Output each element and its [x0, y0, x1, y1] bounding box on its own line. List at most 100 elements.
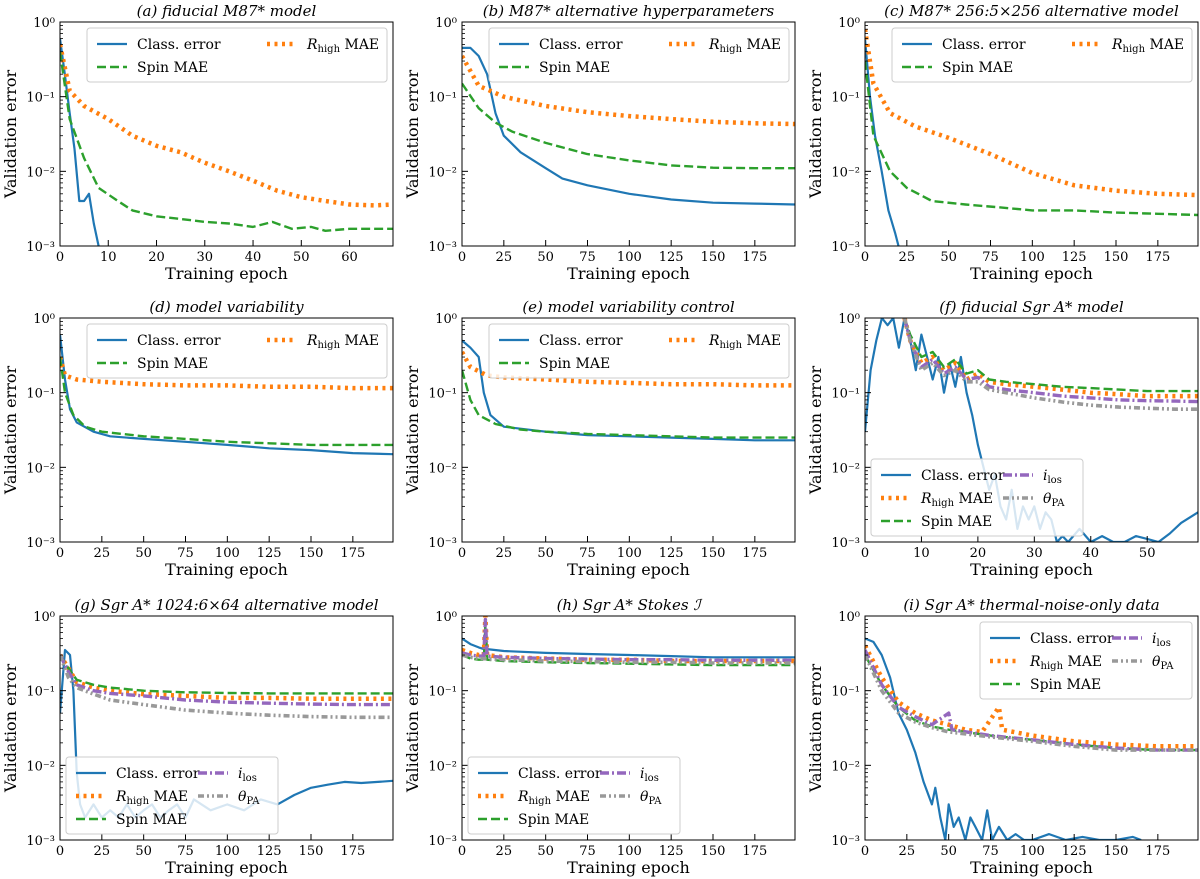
legend: Class. error ilos Rhigh MAE θPA Spin MAE [467, 756, 681, 835]
legend-label-spin: Spin MAE [539, 60, 610, 76]
y-tick-label: 10⁻¹ [26, 91, 55, 106]
x-tick-label: 50 [537, 250, 554, 265]
axes-frame [59, 615, 394, 841]
x-tick-label: 25 [496, 546, 513, 561]
subplot-title: (f) fiducial Sgr A* model [939, 298, 1124, 316]
x-tick-label: 125 [659, 844, 684, 859]
y-axis-label: Validation error [403, 664, 422, 794]
legend: Class. error Rhigh MAE Spin MAE [488, 323, 790, 379]
legend-label-ilos: ilos [640, 766, 659, 784]
series-line-class [865, 637, 1142, 840]
legend-label-spin: Spin MAE [116, 812, 187, 828]
subplot-b: 10⁻³ 10⁻² 10⁻¹ 10⁰ 0 25 50 75 100 125 150 175 Traini… [403, 2, 796, 283]
legend-label-pa: θPA [640, 789, 662, 807]
legend-label-rhigh: Rhigh MAE [1029, 654, 1102, 672]
series-line-spin [60, 654, 393, 695]
y-tick-label: 10⁰ [838, 312, 860, 327]
series-line-rhigh [462, 54, 795, 127]
series-line-rhigh [902, 318, 1198, 399]
x-tick-label: 175 [742, 250, 767, 265]
x-tick-label: 0 [458, 844, 466, 859]
x-axis-label: Training epoch [165, 560, 288, 579]
x-tick-label: 25 [94, 546, 111, 561]
x-tick-label: 50 [940, 250, 957, 265]
series-line-pa [60, 654, 393, 720]
y-tick-label: 10⁻² [831, 461, 860, 476]
y-axis-label: Validation error [1, 664, 20, 794]
x-tick-label: 125 [659, 250, 684, 265]
series-line-spin [462, 369, 795, 439]
series-line-spin [60, 356, 393, 447]
legend-label-spin: Spin MAE [1030, 677, 1101, 693]
x-tick-label: 25 [94, 844, 111, 859]
y-tick-label: 10⁻² [831, 165, 860, 180]
legend-label-spin: Spin MAE [942, 60, 1013, 76]
x-tick-label: 100 [617, 844, 642, 859]
x-tick-label: 175 [1145, 844, 1170, 859]
subplot-a: 10⁻³ 10⁻² 10⁻¹ 10⁰ 0 10 20 30 40 50 60 Training epo… [1, 2, 394, 283]
legend: Class. error Rhigh MAE Spin MAE [86, 323, 388, 379]
x-axis-label: Training epoch [970, 264, 1093, 283]
x-axis-label: Training epoch [970, 560, 1093, 579]
axes-frame [59, 21, 394, 247]
y-tick-label: 10⁻¹ [428, 685, 457, 700]
x-tick-label: 0 [861, 844, 869, 859]
legend-label-rhigh: Rhigh MAE [115, 789, 188, 807]
subplot-f: 10⁻³ 10⁻² 10⁻¹ 10⁰ 0 10 20 30 40 50 Training epoch… [806, 298, 1199, 579]
legend: Class. error ilos Rhigh MAE θPA Spin MAE [870, 458, 1084, 537]
series-line-pa [462, 653, 795, 665]
legend-label-rhigh: Rhigh MAE [1111, 37, 1184, 55]
x-tick-label: 75 [982, 844, 999, 859]
subplot-title: (c) M87* 256:5×256 alternative model [884, 2, 1179, 20]
subplot-title: (i) Sgr A* thermal-noise-only data [903, 596, 1159, 614]
series-line-ilos [462, 617, 795, 662]
x-tick-label: 150 [1104, 250, 1129, 265]
y-tick-label: 10⁻¹ [26, 387, 55, 402]
series-line-spin [903, 318, 1198, 393]
legend-label-spin: Spin MAE [137, 60, 208, 76]
legend-box [891, 27, 1193, 83]
legend-label-class: Class. error [1030, 631, 1114, 647]
subplot-e: 10⁻³ 10⁻² 10⁻¹ 10⁰ 0 25 50 75 100 125 150 175 Traini… [403, 298, 796, 579]
x-tick-label: 0 [56, 250, 64, 265]
legend: Class. error Rhigh MAE Spin MAE [86, 27, 388, 83]
x-tick-label: 125 [257, 844, 282, 859]
legend-label-ilos: ilos [1152, 631, 1171, 649]
series-line-pa [865, 654, 1198, 752]
legend-label-class: Class. error [539, 333, 623, 349]
subplot-title: (a) fiducial M87* model [137, 2, 317, 20]
x-tick-label: 50 [940, 844, 957, 859]
x-tick-label: 50 [1139, 546, 1156, 561]
x-tick-label: 0 [56, 546, 64, 561]
legend-label-class: Class. error [116, 766, 200, 782]
y-tick-label: 10⁻³ [428, 834, 457, 849]
series-line-rhigh [865, 28, 1198, 198]
x-tick-label: 25 [899, 250, 916, 265]
x-tick-label: 125 [1062, 844, 1087, 859]
series-line-class [462, 626, 795, 659]
x-tick-label: 0 [56, 844, 64, 859]
subplot-title: (e) model variability control [522, 298, 735, 316]
subplot-title: (b) M87* alternative hyperparameters [483, 2, 775, 20]
legend-label-spin: Spin MAE [137, 356, 208, 372]
y-tick-label: 10⁰ [435, 610, 457, 625]
legend-label-class: Class. error [518, 766, 602, 782]
series-line-ilos [902, 318, 1198, 404]
axes-frame [59, 317, 394, 543]
x-tick-label: 150 [299, 546, 324, 561]
legend-label-spin: Spin MAE [921, 514, 992, 530]
subplot-g: 10⁻³ 10⁻² 10⁻¹ 10⁰ 0 25 50 75 100 125 150 175 Traini… [1, 596, 394, 877]
x-tick-label: 50 [293, 250, 310, 265]
y-tick-label: 10⁻¹ [831, 685, 860, 700]
y-axis-label: Validation error [806, 70, 825, 200]
y-tick-label: 10⁻¹ [26, 685, 55, 700]
series-line-rhigh [865, 644, 1198, 749]
y-tick-label: 10⁰ [435, 16, 457, 31]
series-line-ilos [865, 649, 1198, 752]
y-tick-label: 10⁻³ [428, 536, 457, 551]
legend-label-rhigh: Rhigh MAE [708, 333, 781, 351]
x-tick-label: 0 [458, 546, 466, 561]
legend-label-rhigh: Rhigh MAE [517, 789, 590, 807]
y-axis-label: Validation error [403, 70, 422, 200]
legend-label-class: Class. error [539, 37, 623, 53]
